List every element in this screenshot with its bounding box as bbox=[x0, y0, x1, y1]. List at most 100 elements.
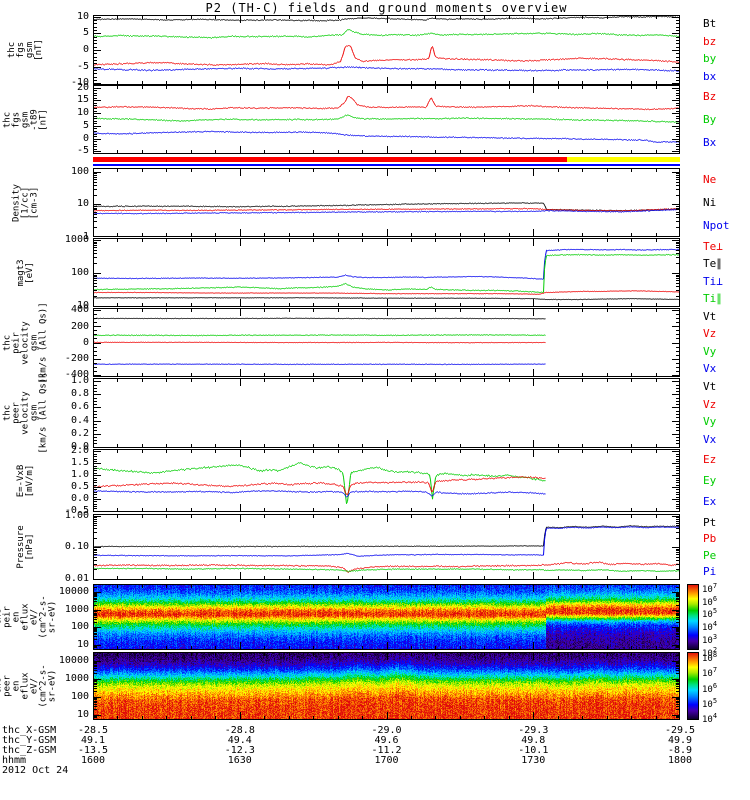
bottom-row-label: thc_Y-GSM bbox=[2, 735, 57, 746]
bottom-row-value: 49.1 bbox=[80, 735, 106, 746]
y-axis-label-line: [eV] bbox=[25, 261, 35, 284]
flag-bar-segment bbox=[93, 157, 567, 162]
colorbar-tick-exponent: 7 bbox=[712, 666, 718, 674]
y-tick-label: 1.00 bbox=[64, 509, 89, 521]
legend-Te: Te∥ bbox=[703, 257, 722, 271]
legend-Ez: Ez bbox=[703, 453, 717, 466]
flag-line bbox=[93, 164, 680, 166]
y-axis-label-text: Pressure [nPa] bbox=[16, 525, 35, 568]
y-axis-label-text: thc peir velocity gsm [km/s (All Qs)] bbox=[3, 302, 49, 383]
legend-Vy: Vy bbox=[703, 344, 717, 358]
y-axis-label-text: thc fgs gsm -t89 [nT] bbox=[3, 109, 49, 131]
panel-canvas-p4 bbox=[93, 238, 680, 307]
colorbar-p9 bbox=[687, 584, 699, 650]
y-tick-label: 1000 bbox=[64, 603, 89, 615]
colorbar-tick-exponent: 6 bbox=[712, 681, 718, 690]
y-axis-label-p9: thc peir en eflux eV/(cm^2-s-sr-eV) bbox=[0, 584, 58, 650]
y-tick-label: 0.5 bbox=[70, 481, 89, 492]
y-tick-label: 0.8 bbox=[70, 388, 89, 400]
y-axis-label-p4: magt3 [eV] bbox=[2, 238, 50, 307]
legend-Pt: Pt bbox=[703, 515, 717, 529]
colorbar-tick-label: 106 bbox=[702, 681, 718, 695]
legend-by: by bbox=[703, 52, 717, 66]
y-tick-label: 2.0 bbox=[70, 445, 89, 457]
bottom-row-value: -29.5 bbox=[664, 725, 696, 736]
y-axis-label-p1: thc fgs gsm [nT] bbox=[2, 15, 50, 85]
colorbar-tick-label: 102 bbox=[702, 645, 718, 659]
colorbar-tick-label: 103 bbox=[702, 632, 718, 646]
y-axis-label-line: [nPa] bbox=[25, 533, 35, 561]
y-tick-label: 15 bbox=[76, 94, 89, 106]
y-tick-label: 400 bbox=[70, 304, 89, 316]
legend-Bt: Bt bbox=[703, 17, 717, 31]
y-tick-label: 100 bbox=[70, 690, 89, 702]
bottom-row-label: 2012 Oct 24 bbox=[2, 765, 69, 776]
y-tick-label: 10 bbox=[76, 107, 89, 119]
y-tick-label: 0.01 bbox=[64, 572, 89, 584]
legend-bz: bz bbox=[703, 34, 717, 48]
y-tick-label: 1 bbox=[82, 231, 89, 242]
legend-Bz: Bz bbox=[703, 90, 717, 103]
legend-Ni: Ni bbox=[703, 196, 717, 209]
bottom-row-value: -28.8 bbox=[224, 725, 255, 736]
colorbar-tick-exponent: 3 bbox=[712, 632, 718, 641]
colorbar-tick-label: 107 bbox=[702, 666, 718, 679]
bottom-row-value: 1800 bbox=[667, 755, 693, 766]
y-tick-label: 10 bbox=[76, 708, 89, 720]
bottom-row-value: 49.4 bbox=[227, 735, 252, 746]
colorbar-tick-label: 108 bbox=[702, 650, 718, 664]
y-axis-label-p6: thc peer velocity gsm [km/s (All Qs)] bbox=[2, 372, 50, 453]
y-tick-label: 5 bbox=[82, 119, 89, 131]
legend-Te: Te⊥ bbox=[703, 240, 723, 254]
y-tick-label: 1000 bbox=[64, 234, 89, 245]
colorbar-tick-exponent: 8 bbox=[712, 650, 718, 659]
panel-canvas-p3 bbox=[93, 168, 680, 237]
bottom-row-value: -28.5 bbox=[77, 725, 109, 736]
y-axis-label-text: magt3 [eV] bbox=[16, 259, 35, 286]
legend-Bx: Bx bbox=[703, 136, 717, 149]
bottom-row-value: -10.1 bbox=[518, 745, 549, 756]
legend-Ti: Ti⊥ bbox=[703, 274, 723, 288]
y-axis-label-p2: thc fgs gsm -t89 [nT] bbox=[2, 85, 50, 154]
y-axis-label-text: thc peer velocity gsm [km/s (All Qs)] bbox=[3, 372, 49, 453]
y-tick-label: 5 bbox=[82, 27, 89, 39]
y-tick-label: 0 bbox=[82, 44, 89, 55]
bottom-row-value: -29.3 bbox=[518, 725, 549, 736]
y-axis-label-line: [cm-3] bbox=[29, 186, 40, 219]
colorbar-tick-label: 106 bbox=[702, 594, 718, 608]
legend-Vt: Vt bbox=[703, 310, 717, 324]
y-tick-label: 0.0 bbox=[70, 440, 89, 452]
y-tick-label: -400 bbox=[64, 368, 89, 380]
bottom-row-value: -13.5 bbox=[77, 745, 109, 756]
colorbar-tick-exponent: 2 bbox=[712, 645, 718, 654]
y-tick-label: 0.6 bbox=[70, 401, 89, 413]
y-tick-label: 10 bbox=[76, 10, 89, 22]
y-tick-label: 1000 bbox=[64, 672, 89, 684]
panel-canvas-p6 bbox=[93, 378, 680, 448]
colorbar-p10 bbox=[687, 652, 699, 720]
bottom-row-value: 49.6 bbox=[374, 735, 399, 746]
panel-canvas-p10 bbox=[93, 652, 680, 720]
bottom-row-label: thc_X-GSM bbox=[2, 725, 57, 736]
y-axis-label-text: thc fgs gsm [nT] bbox=[7, 39, 44, 61]
colorbar-tick-exponent: 4 bbox=[712, 620, 718, 629]
panel-canvas-p8 bbox=[93, 514, 680, 580]
legend-By: By bbox=[703, 113, 717, 126]
bottom-row-value: 1630 bbox=[227, 755, 252, 766]
colorbar-tick-label: 104 bbox=[702, 712, 718, 726]
bottom-row-value: 49.9 bbox=[667, 735, 693, 746]
y-tick-label: 0.4 bbox=[70, 414, 89, 426]
bottom-row-value: 1730 bbox=[521, 755, 546, 766]
y-axis-label-line: [nT] bbox=[34, 39, 44, 61]
bottom-row-value: -12.3 bbox=[224, 745, 255, 756]
y-axis-label-p7: E=-VxB [mV/m] bbox=[2, 449, 50, 512]
y-tick-label: 100 bbox=[70, 621, 89, 633]
y-tick-label: 10000 bbox=[58, 586, 89, 598]
legend-Ey: Ey bbox=[703, 474, 717, 487]
legend-bx: bx bbox=[703, 69, 717, 83]
colorbar-tick-exponent: 7 bbox=[712, 582, 718, 590]
colorbar-tick-exponent: 4 bbox=[712, 712, 718, 721]
legend-Vz: Vz bbox=[703, 397, 717, 411]
legend-Pb: Pb bbox=[703, 532, 717, 546]
plot-title: P2 (TH-C) fields and ground moments over… bbox=[205, 1, 568, 15]
